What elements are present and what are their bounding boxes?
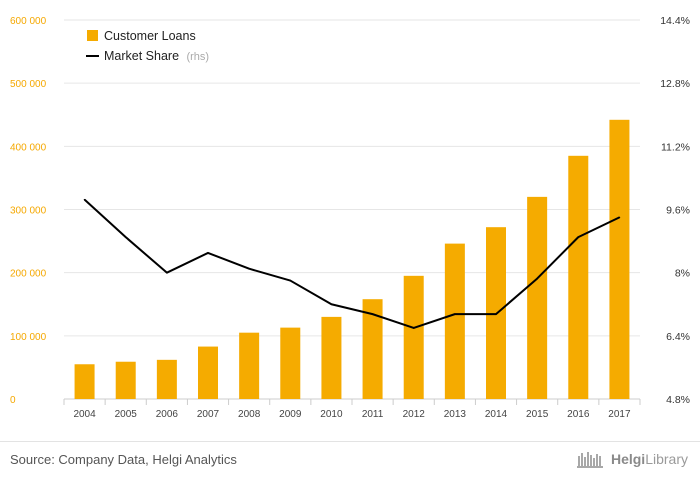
x-tick-label: 2004 <box>73 409 96 420</box>
left-tick-label: 300 000 <box>10 206 47 217</box>
legend-suffix-rhs: (rhs) <box>186 51 209 63</box>
right-tick-label: 9.6% <box>666 205 690 217</box>
right-tick-label: 11.2% <box>661 141 690 153</box>
bar <box>156 359 177 399</box>
right-tick-label: 14.4% <box>660 15 690 27</box>
combo-chart: 0 100 000 200 000 300 000 400 000 500 000 600 … <box>10 15 690 420</box>
x-tick-label: 2007 <box>197 409 220 420</box>
left-axis-ticks: 0 100 000 200 000 300 000 400 000 500 000 600 … <box>10 16 47 406</box>
line-point <box>248 267 250 270</box>
gridlines <box>63 19 641 405</box>
bar-series-customer-loans <box>74 119 630 399</box>
bar <box>280 327 301 399</box>
logo-text: HelgiLibrary <box>611 451 688 467</box>
line-point <box>536 277 538 280</box>
source-note: Source: Company Data, Helgi Analytics <box>10 452 237 467</box>
legend: Customer Loans Market Share (rhs) <box>86 29 209 64</box>
line-point <box>166 271 168 274</box>
line-point <box>577 236 580 238</box>
helgi-library-logo[interactable]: HelgiLibrary <box>576 450 688 468</box>
line-point <box>289 279 292 282</box>
footer: Source: Company Data, Helgi Analytics He… <box>0 441 700 484</box>
left-tick-label: 100 000 <box>10 332 47 343</box>
logo-text-suffix: Library <box>645 451 688 467</box>
bar <box>527 196 548 399</box>
line-point <box>330 303 333 306</box>
x-tick-label: 2009 <box>279 409 302 420</box>
bar <box>198 346 218 399</box>
line-point <box>618 216 621 219</box>
logo-text-prefix: Helgi <box>610 451 646 467</box>
line-point <box>371 313 374 315</box>
line-point <box>124 236 127 238</box>
bar <box>403 275 424 399</box>
legend-label-customer-loans: Customer Loans <box>104 29 196 43</box>
bar <box>609 119 630 399</box>
x-tick-label: 2015 <box>526 409 549 420</box>
line-point <box>83 198 86 201</box>
bar <box>115 361 136 399</box>
bar <box>239 332 260 399</box>
x-tick-label: 2012 <box>403 409 426 420</box>
right-tick-label: 12.8% <box>660 78 690 90</box>
legend-swatch-customer-loans <box>87 30 98 41</box>
right-tick-label: 8% <box>675 268 690 280</box>
bar <box>568 155 589 399</box>
bar <box>362 299 383 399</box>
left-tick-label: 200 000 <box>10 269 47 280</box>
x-tick-label: 2011 <box>362 409 384 420</box>
left-tick-label: 600 000 <box>10 16 47 27</box>
right-tick-label: 4.8% <box>666 394 690 406</box>
x-tick-label: 2008 <box>238 409 261 420</box>
x-tick-label: 2017 <box>608 409 631 420</box>
line-point <box>412 327 415 329</box>
x-tick-label: 2013 <box>444 409 467 420</box>
right-axis-ticks: 4.8% 6.4% 8% 9.6% 11.2% 12.8% 14.4% <box>660 15 690 406</box>
left-tick-label: 400 000 <box>10 142 47 153</box>
bar <box>321 316 342 399</box>
legend-label-market-share: Market Share (rhs) <box>104 47 209 64</box>
line-point <box>454 313 456 315</box>
x-tick-label: 2006 <box>156 409 179 420</box>
left-tick-label: 500 000 <box>10 79 47 90</box>
market-share-line <box>83 198 620 329</box>
x-tick-label: 2010 <box>320 409 343 420</box>
bar <box>74 364 95 399</box>
line-point <box>495 313 497 315</box>
library-shelf-icon <box>576 452 603 468</box>
line-point <box>207 252 209 254</box>
x-tick-label: 2005 <box>115 409 138 420</box>
line-series-market-share <box>83 198 621 329</box>
right-tick-label: 6.4% <box>666 331 690 343</box>
x-tick-label: 2014 <box>485 409 508 420</box>
x-axis-ticks: 2004 2005 2006 2007 2008 2009 2010 2011 2012 2013… <box>73 409 631 420</box>
legend-text-market-share: Market Share <box>104 49 179 63</box>
bar <box>444 243 465 399</box>
left-tick-label: 0 <box>10 395 16 406</box>
x-tick-label: 2016 <box>567 409 590 420</box>
